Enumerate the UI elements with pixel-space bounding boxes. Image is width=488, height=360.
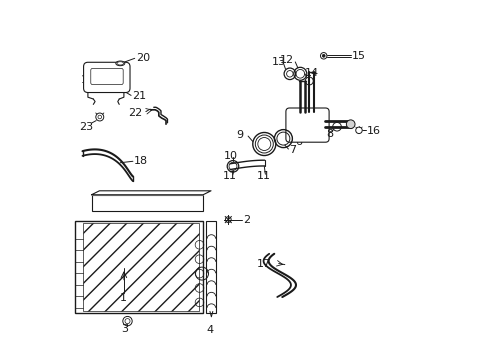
Ellipse shape <box>116 61 124 66</box>
Text: 21: 21 <box>132 91 146 101</box>
Text: 16: 16 <box>366 126 381 136</box>
FancyBboxPatch shape <box>91 68 123 85</box>
Text: 5: 5 <box>157 193 164 203</box>
Text: 22: 22 <box>127 108 142 118</box>
FancyBboxPatch shape <box>83 62 130 93</box>
Circle shape <box>322 54 325 57</box>
Circle shape <box>346 120 354 129</box>
Bar <box>83 223 199 311</box>
Text: 4: 4 <box>206 325 213 336</box>
Text: 8: 8 <box>325 129 333 139</box>
Bar <box>91 195 203 211</box>
Text: 15: 15 <box>351 51 365 61</box>
Text: 11: 11 <box>223 171 237 181</box>
Text: 13: 13 <box>271 57 285 67</box>
Text: 14: 14 <box>305 68 319 78</box>
FancyBboxPatch shape <box>285 108 328 142</box>
Text: 9: 9 <box>236 130 243 140</box>
Text: 19: 19 <box>81 75 95 85</box>
Text: 1: 1 <box>120 293 127 303</box>
Text: 3: 3 <box>121 324 128 334</box>
Text: 17: 17 <box>257 258 270 269</box>
Bar <box>206 221 216 313</box>
Text: 23: 23 <box>80 122 94 132</box>
Text: 10: 10 <box>224 150 238 161</box>
Bar <box>75 221 203 313</box>
Polygon shape <box>91 191 211 195</box>
Text: 18: 18 <box>134 156 148 166</box>
Text: 11: 11 <box>256 171 270 181</box>
Text: 12: 12 <box>280 55 294 66</box>
Text: 20: 20 <box>136 53 150 63</box>
Text: 2: 2 <box>243 215 250 225</box>
Text: 6: 6 <box>295 137 302 147</box>
Ellipse shape <box>117 62 123 65</box>
Text: 7: 7 <box>288 145 296 156</box>
